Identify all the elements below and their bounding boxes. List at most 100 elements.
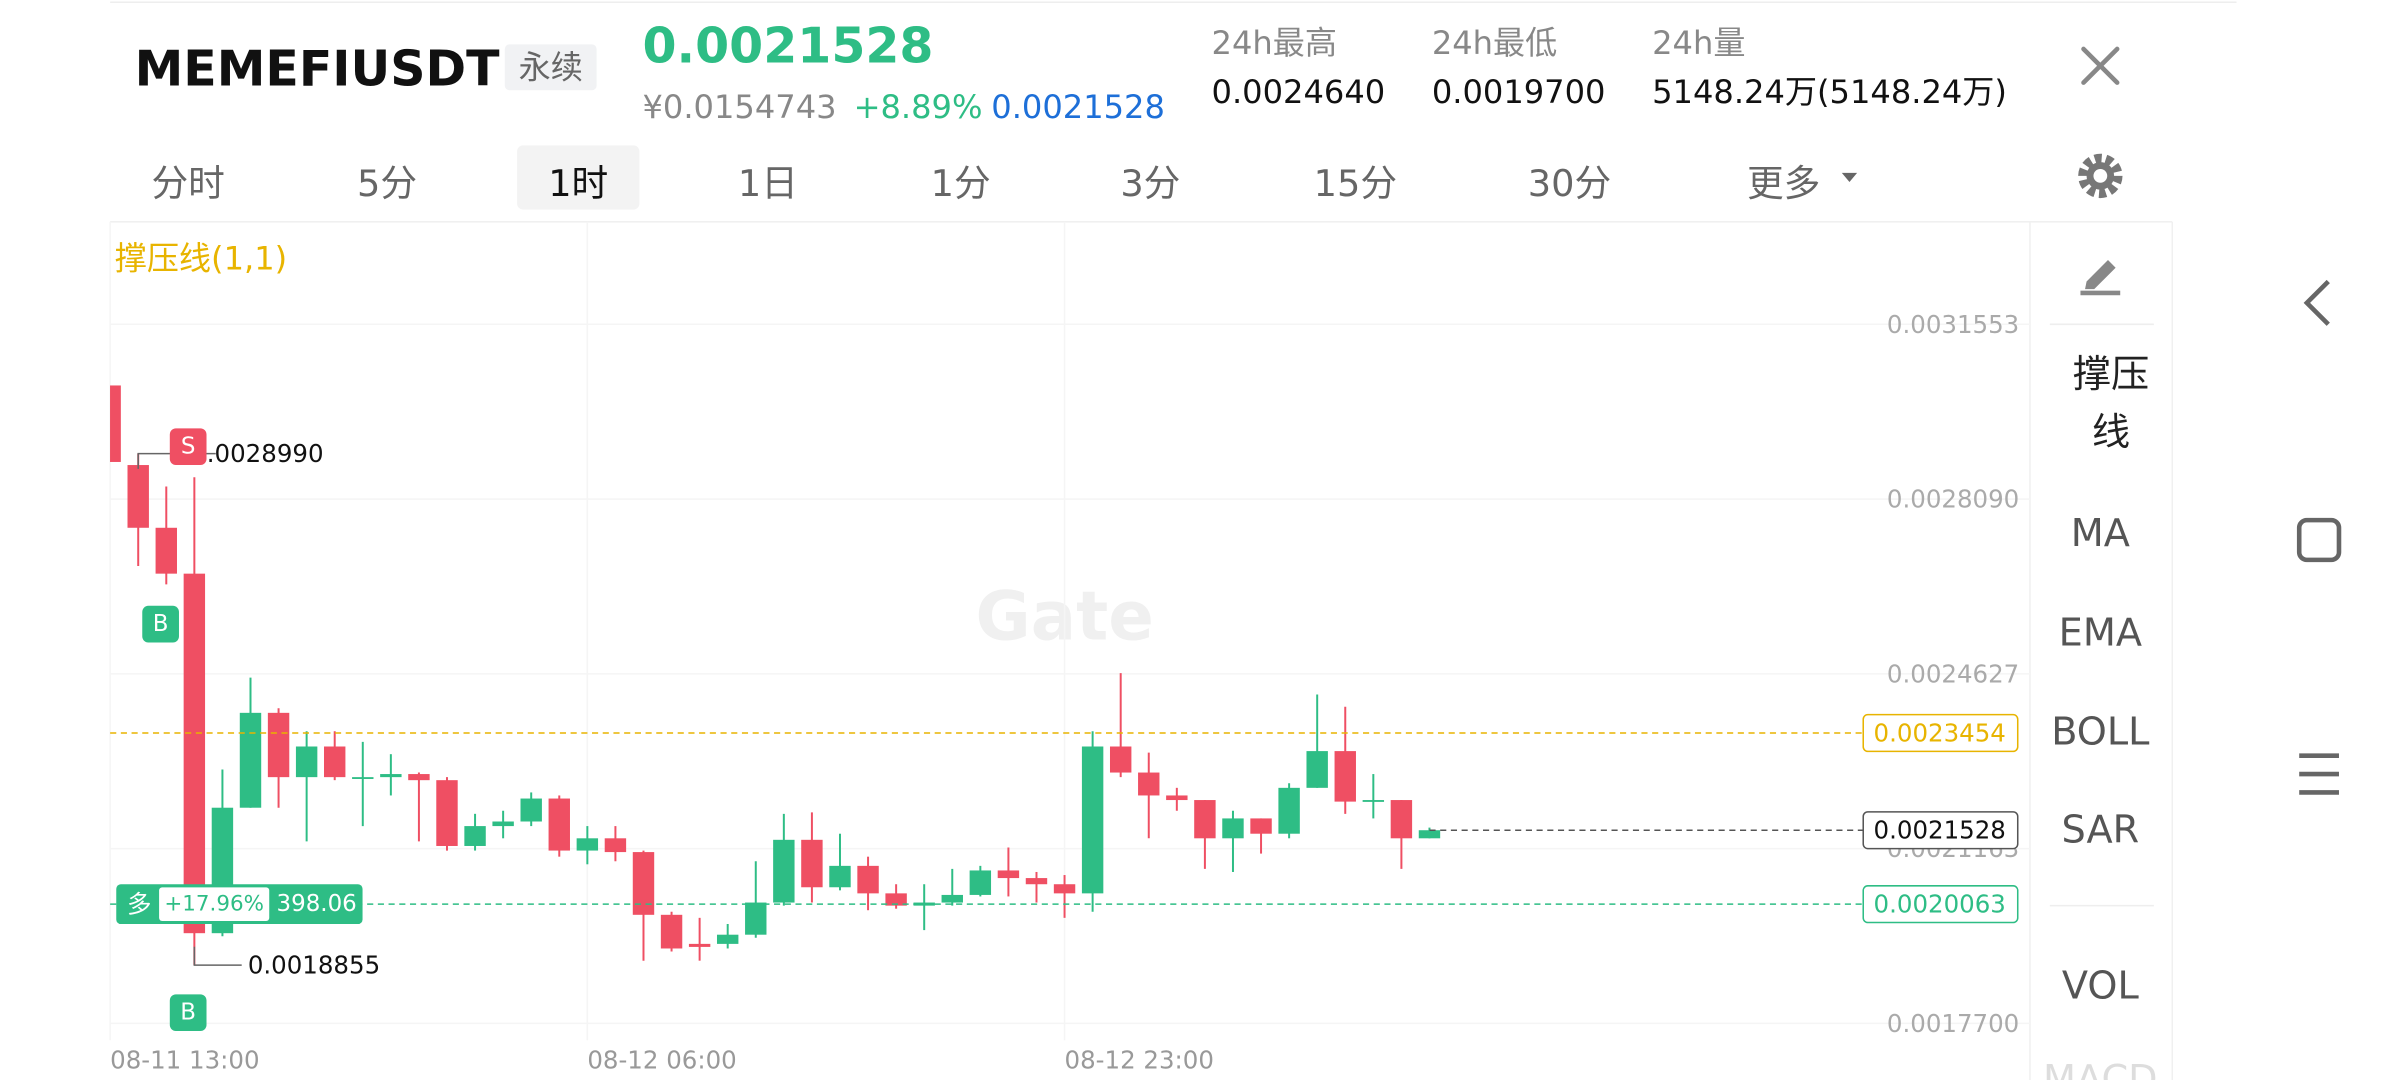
y-tick-label: 0.0024627: [1887, 659, 2019, 688]
candle-body: [1194, 800, 1216, 839]
x-tick-label: 08-12 06:00: [587, 1046, 736, 1075]
change: +8.89%: [854, 88, 983, 126]
price-label: 0.0020063: [1874, 890, 2006, 919]
candle-body: [997, 870, 1020, 879]
candle-body: [885, 893, 907, 906]
sidebar-item[interactable]: MACD: [2043, 1058, 2158, 1080]
candle-body: [1109, 746, 1132, 773]
candle-body: [436, 780, 458, 846]
draw-tool[interactable]: [2080, 260, 2121, 296]
x-tick-label: 08-11 13:00: [110, 1046, 259, 1075]
tab[interactable]: 1时: [548, 162, 608, 205]
candle-body: [492, 821, 514, 827]
dropdown-arrow[interactable]: [1841, 172, 1858, 183]
settings-button[interactable]: [2078, 153, 2123, 199]
sidebar-item[interactable]: MA: [2071, 512, 2130, 556]
price-label-box: [1862, 713, 2019, 753]
candle-body: [745, 902, 767, 935]
last-price: 0.0021528: [642, 17, 933, 74]
candle-body: [520, 798, 542, 822]
symbol[interactable]: MEMEFIUSDT: [135, 40, 500, 97]
sidebar-item-wrap: 撑压线: [2072, 351, 2150, 455]
sidebar-item[interactable]: VOL: [2062, 965, 2140, 1009]
candle-body: [1250, 818, 1272, 834]
candle-body: [352, 777, 374, 779]
candle-body: [604, 838, 627, 853]
trade-marker-bg: [169, 994, 207, 1032]
trade-marker: B: [180, 1000, 196, 1026]
sidebar-item[interactable]: EMA: [2059, 611, 2142, 655]
position-amount: 398.06: [277, 891, 357, 917]
candle-body: [1166, 795, 1188, 801]
stat-label: 24h最高: [1212, 24, 1337, 62]
candle-body: [1053, 884, 1076, 894]
nav-menu[interactable]: [2299, 753, 2339, 795]
position-pnl: +17.96%: [164, 892, 264, 917]
y-tick-label: 0.0028090: [1887, 485, 2019, 514]
candle-body: [1418, 830, 1441, 839]
tab[interactable]: 1日: [738, 162, 798, 205]
candle-body: [1334, 751, 1356, 802]
high-marker-label: 0.0028990: [191, 439, 323, 468]
candle-body: [548, 798, 570, 851]
candle-body: [660, 914, 683, 949]
tab[interactable]: 3分: [1120, 162, 1180, 205]
price-label: 0.0023454: [1874, 719, 2006, 748]
candle-body: [183, 573, 206, 934]
candle-body: [716, 934, 739, 944]
price-label-box: [1862, 885, 2019, 924]
nav-back[interactable]: [2303, 279, 2330, 326]
stat-label: 24h量: [1652, 24, 1745, 62]
candle-body: [969, 870, 992, 895]
candle-body: [801, 839, 823, 888]
low-marker-line: [193, 946, 242, 966]
nav-home[interactable]: [2296, 517, 2342, 563]
contract: 永续: [519, 48, 583, 86]
trade-marker: S: [181, 434, 196, 460]
candle-body: [239, 712, 262, 808]
candle-body: [110, 385, 121, 462]
candle-body: [464, 826, 486, 846]
tab-selected-bg: [517, 145, 640, 210]
candle-body: [1138, 772, 1160, 796]
trade-marker-bg: [169, 428, 207, 466]
sidebar-item[interactable]: BOLL: [2051, 711, 2150, 755]
position-pnl-bg: [159, 887, 270, 921]
candle-body: [408, 774, 430, 781]
candle-body: [127, 465, 149, 528]
tab[interactable]: 5分: [357, 162, 417, 205]
candle-body: [688, 943, 711, 947]
candles: [110, 385, 1441, 966]
candle-body: [1081, 746, 1104, 894]
trade-marker-bg: [142, 605, 179, 643]
tab[interactable]: 15分: [1314, 162, 1397, 205]
candle-body: [857, 865, 879, 894]
candle-body: [1025, 878, 1048, 885]
stat-value: 5148.24万(5148.24万): [1652, 73, 2007, 111]
x-tick-label: 08-12 23:00: [1065, 1046, 1214, 1075]
stat-value: 0.0019700: [1432, 73, 1606, 111]
tab[interactable]: 分时: [151, 162, 224, 205]
candle-body: [941, 894, 963, 903]
sidebar-item[interactable]: SAR: [2061, 809, 2139, 853]
candle-body: [1222, 818, 1244, 839]
trade-marker: B: [153, 611, 169, 637]
indicator-label: 撑压线(1,1): [115, 240, 287, 278]
tab[interactable]: 更多: [1747, 162, 1820, 205]
candle-body: [267, 712, 290, 778]
position-side: 多: [127, 890, 151, 919]
tab[interactable]: 30分: [1528, 162, 1611, 205]
price-label: 0.0021528: [1874, 816, 2006, 845]
candle-body: [380, 774, 402, 778]
candle-body: [1278, 787, 1300, 834]
tab[interactable]: 1分: [931, 162, 991, 205]
contract-badge: [504, 44, 597, 91]
candle-body: [632, 852, 655, 915]
y-tick-label: 0.0031553: [1887, 310, 2019, 339]
sidebar-item[interactable]: 撑压线: [2072, 351, 2150, 455]
y-tick-label: 0.0017700: [1887, 1009, 2019, 1038]
candle-body: [1390, 800, 1413, 839]
close-button[interactable]: [2081, 46, 2120, 85]
low-marker-label: 0.0018855: [248, 951, 380, 980]
